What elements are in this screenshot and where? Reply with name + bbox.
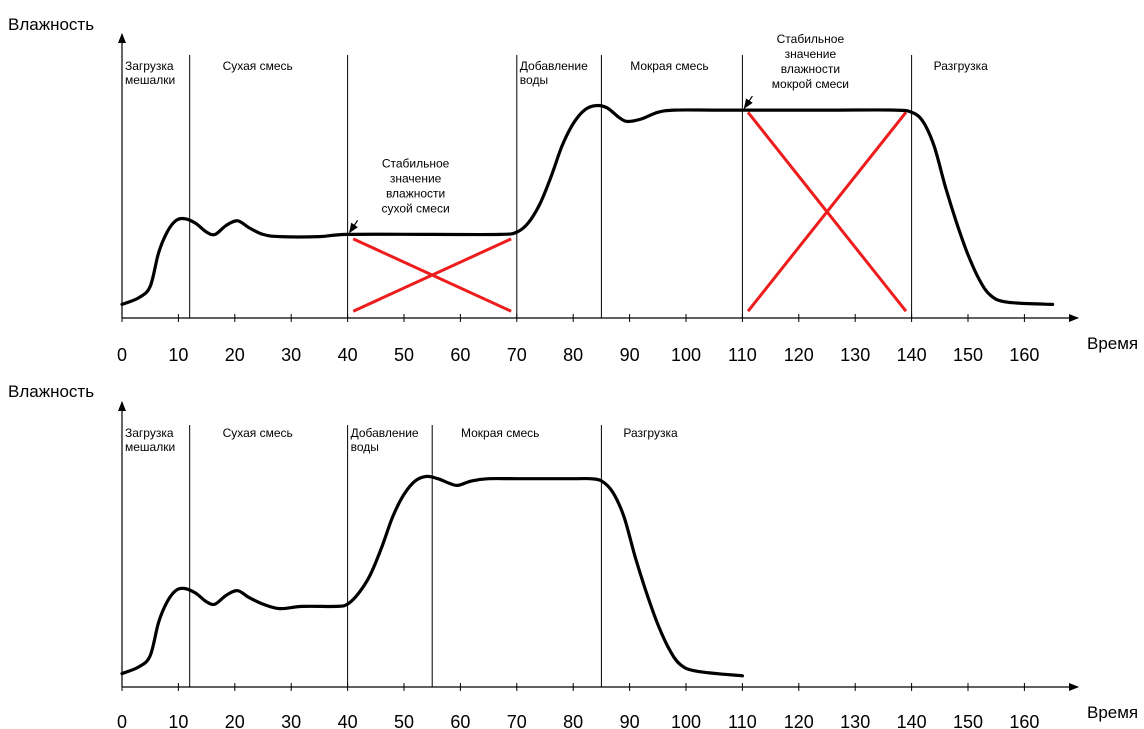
phase-label-line: Добавление (351, 426, 419, 440)
x-tick-label: 120 (784, 712, 814, 729)
x-tick-label: 10 (168, 712, 188, 729)
x-tick-label: 10 (168, 345, 188, 365)
x-tick-label: 30 (281, 712, 301, 729)
phase-label-line: Сухая смесь (223, 59, 293, 73)
x-tick-label: 60 (450, 712, 470, 729)
phase-label-line: воды (351, 440, 379, 454)
x-tick-label: 130 (840, 712, 870, 729)
x-tick-label: 100 (671, 345, 701, 365)
x-tick-label: 0 (117, 345, 127, 365)
phase-label-line: воды (520, 73, 548, 87)
x-axis-title: Время (1087, 334, 1138, 353)
x-tick-label: 160 (1009, 345, 1039, 365)
x-tick-label: 80 (563, 712, 583, 729)
annotation-text: Стабильное значение влажности сухой смеси (381, 156, 449, 215)
phase-label-line: мешалки (125, 73, 175, 87)
x-tick-label: 130 (840, 345, 870, 365)
annotation-arrow (349, 220, 359, 234)
phase-label-line: Разгрузка (623, 426, 678, 440)
phase-label: Добавление воды (520, 59, 588, 87)
phase-label: Загрузка мешалки (125, 426, 175, 454)
phase-label-line: Загрузка (125, 59, 174, 73)
x-tick-label: 20 (225, 345, 245, 365)
phase-label-line: Сухая смесь (223, 426, 293, 440)
annotation-line: мокрой смеси (772, 77, 849, 91)
phase-label-line: Добавление (520, 59, 588, 73)
x-tick-label: 140 (897, 712, 927, 729)
phase-label: Сухая смесь (223, 426, 293, 440)
moisture-curve (120, 103, 1055, 306)
annotation-line: сухой смеси (381, 201, 449, 215)
annotation-arrow (743, 95, 753, 109)
x-tick-label: 120 (784, 345, 814, 365)
x-tick-label: 80 (563, 345, 583, 365)
phase-label-line: Мокрая смесь (461, 426, 539, 440)
x-tick-label: 20 (225, 712, 245, 729)
x-tick-label: 70 (507, 712, 527, 729)
phase-label-line: Разгрузка (934, 59, 989, 73)
cross-line (352, 237, 512, 313)
x-tick-label: 110 (728, 712, 757, 729)
chart-bottom: Влажность Время 0 10 20 30 40 50 60 70 80 90 100 110 1… (8, 382, 1138, 729)
x-tick-label: 140 (897, 345, 927, 365)
annotation-line: значение (390, 171, 442, 185)
x-tick-label: 100 (671, 712, 701, 729)
annotation-line: Стабильное (382, 156, 450, 170)
x-tick-label: 50 (394, 712, 414, 729)
phase-label: Добавление воды (351, 426, 419, 454)
annotation-line: Стабильное (777, 32, 845, 46)
phase-label: Мокрая смесь (461, 426, 539, 440)
annotation-line: влажности (386, 186, 445, 200)
phase-label: Разгрузка (623, 426, 678, 440)
x-tick-label: 150 (953, 345, 983, 365)
x-tick-label: 0 (117, 712, 127, 729)
x-tick-label: 40 (338, 712, 358, 729)
x-tick-label: 90 (620, 712, 640, 729)
annotation-text: Стабильное значение влажности мокрой смеси (772, 32, 849, 91)
x-tick-label: 70 (507, 345, 527, 365)
cross-line (746, 111, 908, 313)
y-axis-title: Влажность (8, 15, 94, 34)
annotation-line: влажности (781, 62, 840, 76)
phase-label: Разгрузка (934, 59, 989, 73)
x-tick-label: 90 (620, 345, 640, 365)
annotation-line: значение (785, 47, 837, 61)
phase-label: Сухая смесь (223, 59, 293, 73)
x-tick-label: 30 (281, 345, 301, 365)
x-tick-label: 160 (1009, 712, 1039, 729)
phase-label: Мокрая смесь (630, 59, 708, 73)
x-tick-label: 110 (728, 345, 757, 365)
phase-label-line: Мокрая смесь (630, 59, 708, 73)
moisture-curve (120, 474, 744, 678)
x-tick-label: 150 (953, 712, 983, 729)
x-tick-label: 40 (338, 345, 358, 365)
phase-label: Загрузка мешалки (125, 59, 175, 87)
x-tick-label: 50 (394, 345, 414, 365)
phase-label-line: мешалки (125, 440, 175, 454)
x-tick-label: 60 (450, 345, 470, 365)
x-axis-title: Время (1087, 703, 1138, 722)
y-axis-title: Влажность (8, 382, 94, 401)
chart-top: Влажность Время 0 10 20 30 40 50 60 70 80 90 100 110 1… (8, 15, 1138, 365)
phase-label-line: Загрузка (125, 426, 174, 440)
